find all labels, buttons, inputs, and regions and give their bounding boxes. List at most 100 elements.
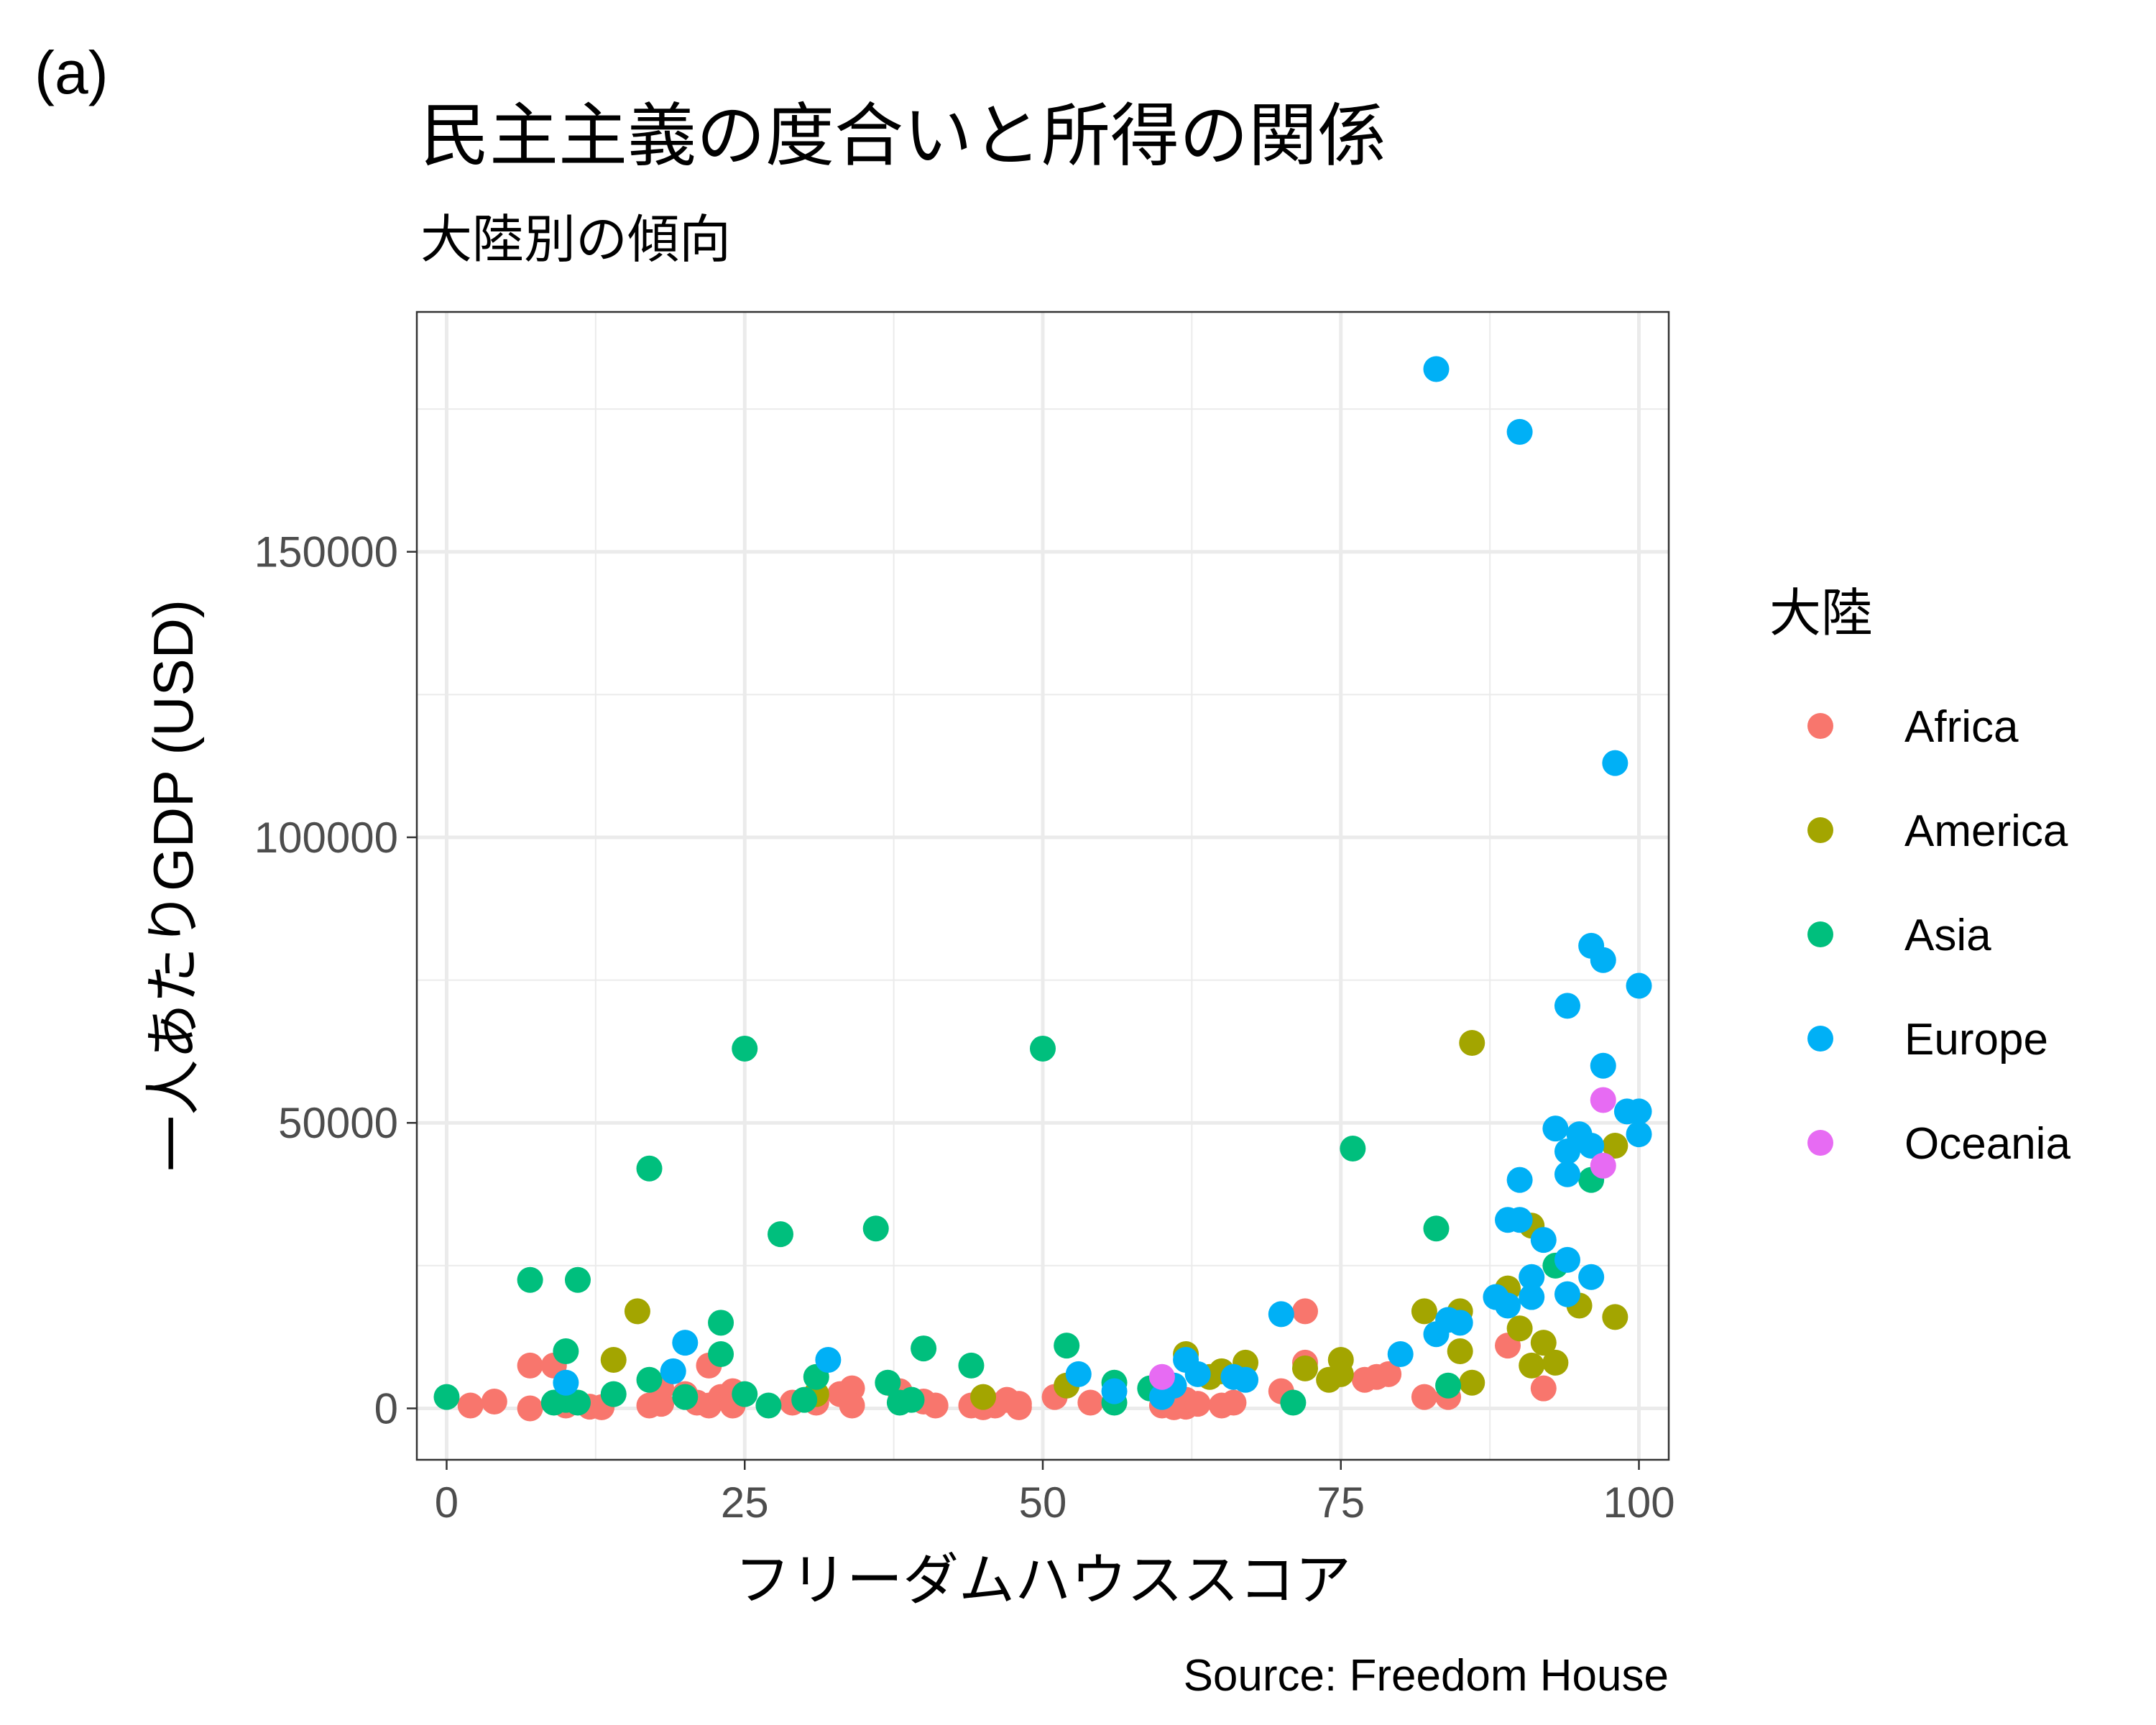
data-point-america: [1291, 1355, 1318, 1381]
data-point-europe: [1387, 1341, 1414, 1368]
data-point-africa: [922, 1392, 949, 1419]
data-point-europe: [1626, 1098, 1652, 1125]
data-point-asia: [875, 1369, 901, 1396]
legend-label-america: America: [1904, 806, 2068, 856]
data-point-europe: [1101, 1378, 1128, 1404]
data-point-asia: [1423, 1215, 1450, 1242]
data-point-asia: [564, 1266, 591, 1293]
data-point-america: [1459, 1029, 1485, 1056]
data-point-asia: [898, 1386, 925, 1413]
legend-label-asia: Asia: [1904, 911, 1991, 960]
data-point-europe: [1519, 1264, 1545, 1290]
data-point-asia: [768, 1221, 794, 1248]
data-point-america: [1506, 1315, 1533, 1342]
legend-label-oceania: Oceania: [1904, 1119, 2070, 1169]
data-point-asia: [553, 1338, 579, 1365]
data-point-asia: [911, 1335, 937, 1362]
data-point-europe: [1495, 1292, 1521, 1319]
legend-label-africa: Africa: [1904, 702, 2019, 752]
data-point-asia: [708, 1310, 734, 1336]
data-point-america: [1602, 1304, 1628, 1330]
data-point-africa: [1220, 1389, 1247, 1416]
data-point-europe: [660, 1358, 686, 1384]
panel-label: (a): [34, 39, 109, 106]
data-point-asia: [1435, 1372, 1462, 1399]
data-point-africa: [1291, 1298, 1318, 1325]
caption: Source: Freedom House: [1184, 1651, 1669, 1701]
data-point-america: [1602, 1133, 1628, 1159]
data-point-europe: [1519, 1284, 1545, 1310]
data-point-europe: [1065, 1361, 1092, 1387]
data-point-africa: [1184, 1391, 1211, 1417]
data-point-america: [1530, 1330, 1557, 1356]
data-point-asia: [862, 1215, 889, 1242]
data-point-europe: [1542, 1116, 1569, 1142]
data-point-asia: [708, 1341, 734, 1368]
data-point-africa: [457, 1392, 484, 1419]
data-point-europe: [1554, 1161, 1580, 1187]
data-point-europe: [1447, 1310, 1473, 1336]
data-point-america: [1542, 1349, 1569, 1376]
data-point-america: [1519, 1352, 1545, 1379]
data-point-europe: [1590, 947, 1616, 973]
data-point-europe: [1506, 1207, 1533, 1233]
data-point-africa: [839, 1392, 865, 1419]
data-point-europe: [672, 1330, 699, 1356]
data-point-europe: [1506, 418, 1533, 445]
data-point-asia: [1340, 1135, 1366, 1162]
data-point-europe: [1233, 1366, 1259, 1393]
data-point-europe: [1184, 1361, 1211, 1387]
data-point-africa: [481, 1388, 507, 1414]
data-point-america: [970, 1384, 997, 1410]
x-axis: 0 25 50 75 100: [435, 1460, 1675, 1527]
data-point-europe: [1626, 1121, 1652, 1148]
data-point-asia: [732, 1035, 758, 1062]
legend: 大陸 Africa America Asia Europe Oceania: [1769, 585, 2070, 1169]
data-point-america: [1447, 1338, 1473, 1365]
data-point-asia: [600, 1381, 627, 1407]
data-point-oceania: [1590, 1087, 1616, 1113]
data-point-africa: [1077, 1389, 1104, 1416]
y-tick-label: 0: [374, 1384, 398, 1432]
legend-title: 大陸: [1769, 585, 1873, 643]
data-point-africa: [517, 1395, 543, 1422]
x-axis-label: フリーダムハウススコア: [734, 1548, 1351, 1611]
data-point-oceania: [1148, 1363, 1175, 1390]
data-point-asia: [433, 1384, 460, 1410]
data-point-europe: [1530, 1227, 1557, 1254]
data-point-america: [624, 1298, 650, 1325]
data-point-africa: [1005, 1394, 1032, 1420]
legend-key-europe: [1807, 1026, 1833, 1052]
data-point-europe: [1423, 356, 1450, 382]
y-axis-label: 一人あたりGDP (USD): [142, 599, 205, 1172]
data-point-africa: [1376, 1361, 1402, 1387]
legend-key-africa: [1807, 713, 1833, 739]
data-point-africa: [1411, 1384, 1437, 1410]
data-point-europe: [815, 1346, 842, 1373]
data-point-europe: [1506, 1167, 1533, 1193]
data-point-europe: [1578, 1264, 1605, 1290]
y-tick-label: 100000: [254, 814, 398, 862]
x-tick-label: 100: [1603, 1478, 1674, 1527]
data-point-america: [1327, 1361, 1354, 1387]
data-point-asia: [636, 1155, 663, 1182]
data-point-oceania: [1590, 1152, 1616, 1179]
y-axis: 0 50000 100000 150000: [254, 528, 417, 1432]
data-point-america: [1459, 1369, 1485, 1396]
data-point-asia: [1280, 1389, 1307, 1416]
data-point-asia: [564, 1389, 591, 1416]
data-point-asia: [672, 1384, 699, 1410]
data-point-europe: [1590, 1052, 1616, 1079]
data-point-europe: [553, 1369, 579, 1396]
legend-label-europe: Europe: [1904, 1015, 2048, 1064]
data-point-europe: [1578, 1133, 1605, 1159]
data-point-america: [600, 1346, 627, 1373]
x-tick-label: 0: [435, 1478, 459, 1527]
legend-key-oceania: [1807, 1130, 1833, 1156]
data-point-africa: [517, 1352, 543, 1379]
data-point-europe: [1268, 1301, 1294, 1328]
data-point-asia: [755, 1392, 782, 1419]
data-points: [433, 356, 1652, 1422]
data-point-europe: [1626, 972, 1652, 999]
